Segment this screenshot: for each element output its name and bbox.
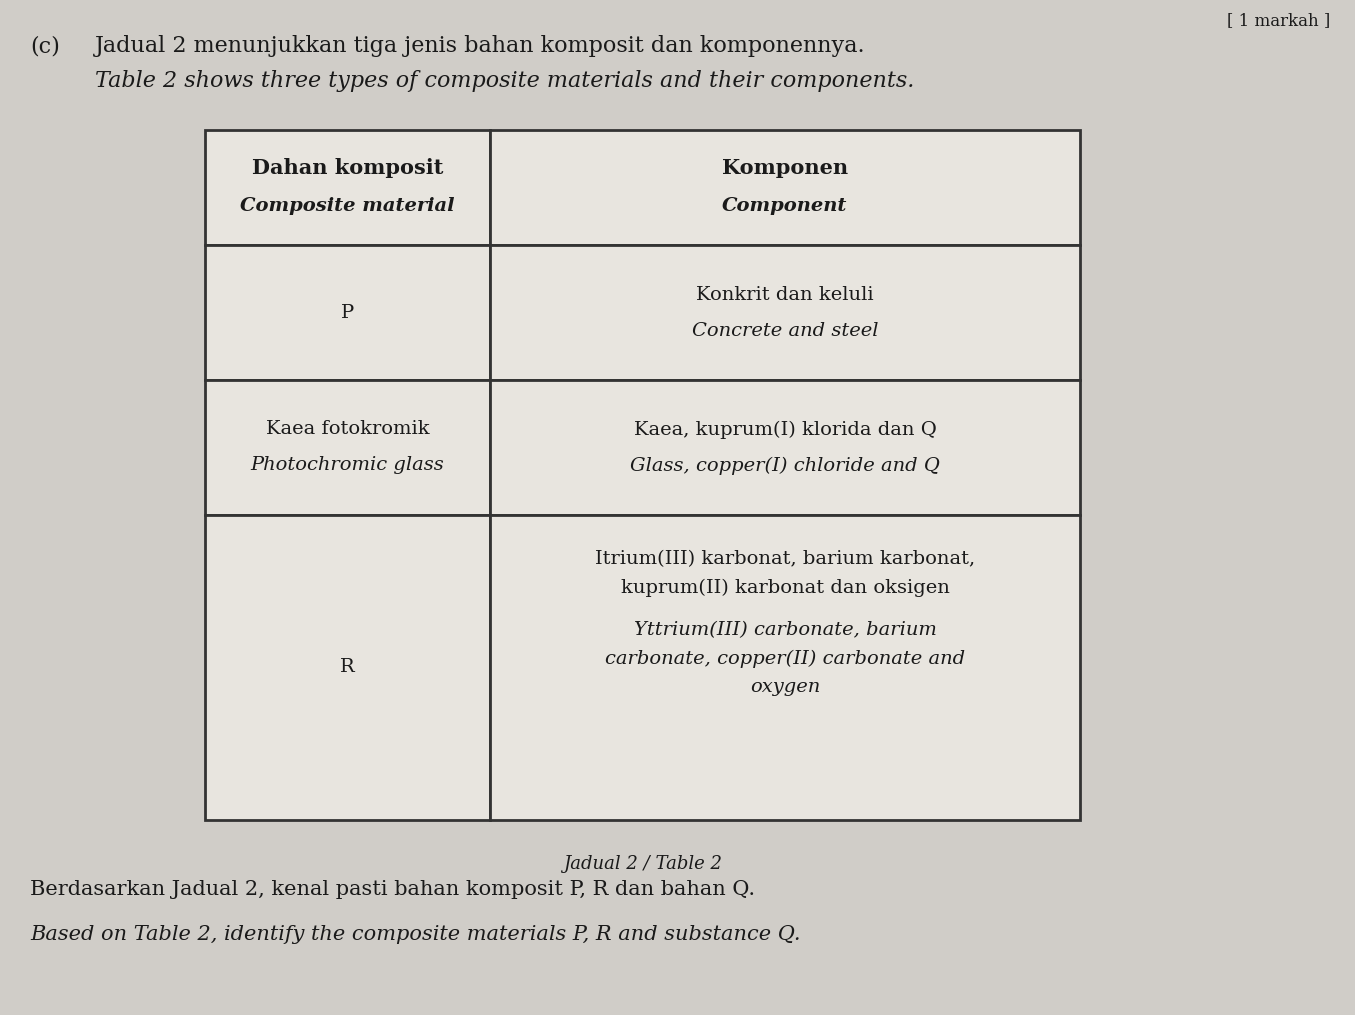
Text: Komponen: Komponen <box>722 157 848 178</box>
Text: Itrium(III) karbonat, barium karbonat,: Itrium(III) karbonat, barium karbonat, <box>595 550 976 568</box>
Text: R: R <box>340 659 355 677</box>
FancyBboxPatch shape <box>491 130 1080 245</box>
Text: Konkrit dan keluli: Konkrit dan keluli <box>696 285 874 303</box>
Text: Jadual 2 / Table 2: Jadual 2 / Table 2 <box>562 855 722 873</box>
Text: Kaea fotokromik: Kaea fotokromik <box>266 420 430 438</box>
Text: Yttrium(III) carbonate, barium: Yttrium(III) carbonate, barium <box>634 621 936 639</box>
Text: [ 1 markah ]: [ 1 markah ] <box>1226 12 1331 29</box>
Text: carbonate, copper(II) carbonate and: carbonate, copper(II) carbonate and <box>604 650 965 668</box>
Text: Composite material: Composite material <box>240 197 455 214</box>
FancyBboxPatch shape <box>205 130 491 245</box>
Text: Table 2 shows three types of composite materials and their components.: Table 2 shows three types of composite m… <box>95 70 915 92</box>
Text: Dahan komposit: Dahan komposit <box>252 157 443 178</box>
FancyBboxPatch shape <box>205 515 491 820</box>
Text: Concrete and steel: Concrete and steel <box>692 322 878 339</box>
FancyBboxPatch shape <box>205 380 491 515</box>
FancyBboxPatch shape <box>491 245 1080 380</box>
Text: Jadual 2 menunjukkan tiga jenis bahan komposit dan komponennya.: Jadual 2 menunjukkan tiga jenis bahan ko… <box>95 35 866 57</box>
Text: Glass, copper(I) chloride and Q: Glass, copper(I) chloride and Q <box>630 457 940 475</box>
Text: oxygen: oxygen <box>749 677 820 695</box>
FancyBboxPatch shape <box>205 245 491 380</box>
Text: Kaea, kuprum(I) klorida dan Q: Kaea, kuprum(I) klorida dan Q <box>634 420 936 438</box>
Text: Based on Table 2, identify the composite materials P, R and substance Q.: Based on Table 2, identify the composite… <box>30 925 801 944</box>
FancyBboxPatch shape <box>491 515 1080 820</box>
Text: Photochromic glass: Photochromic glass <box>251 457 444 474</box>
Text: (c): (c) <box>30 35 60 57</box>
Text: kuprum(II) karbonat dan oksigen: kuprum(II) karbonat dan oksigen <box>621 579 950 597</box>
Text: Component: Component <box>722 197 848 214</box>
Text: P: P <box>341 303 354 322</box>
Text: Berdasarkan Jadual 2, kenal pasti bahan komposit P, R dan bahan Q.: Berdasarkan Jadual 2, kenal pasti bahan … <box>30 880 755 899</box>
FancyBboxPatch shape <box>491 380 1080 515</box>
